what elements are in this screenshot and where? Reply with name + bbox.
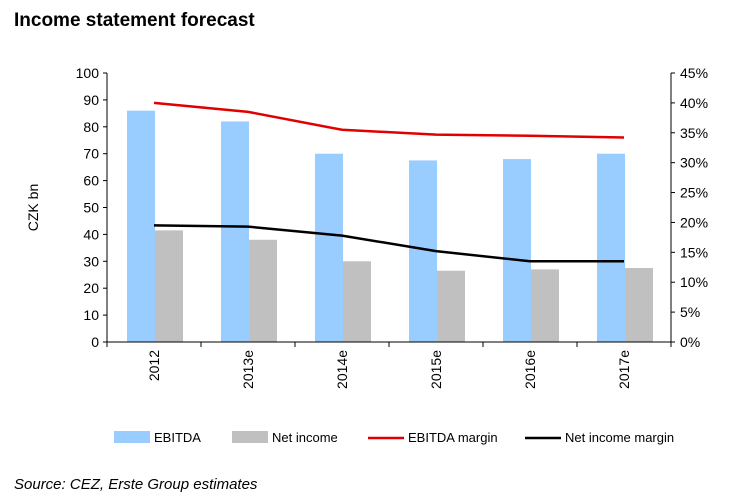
bar-net-income-2017e xyxy=(625,268,653,342)
bar-net-income-2015e xyxy=(437,270,465,342)
x-tick-label: 2012 xyxy=(146,350,162,381)
legend-label-net-income: Net income xyxy=(272,430,338,445)
y-tick-label: 10 xyxy=(83,307,99,323)
y2-tick-label: 40% xyxy=(680,95,708,111)
x-tick-label: 2013e xyxy=(240,350,256,389)
x-tick-label: 2016e xyxy=(522,350,538,389)
y2-tick-label: 15% xyxy=(680,244,708,260)
x-tick-label: 2015e xyxy=(428,350,444,389)
bar-ebitda-2016e xyxy=(503,159,531,342)
x-tick-label: 2014e xyxy=(334,350,350,389)
bar-ebitda-2013e xyxy=(221,121,249,342)
source-note: Source: CEZ, Erste Group estimates xyxy=(14,476,258,493)
y-tick-label: 30 xyxy=(83,253,99,269)
legend-swatch-ebitda xyxy=(114,431,150,443)
bar-net-income-2014e xyxy=(343,261,371,342)
y-tick-label: 20 xyxy=(83,280,99,296)
bar-ebitda-2014e xyxy=(315,153,343,342)
bar-net-income-2013e xyxy=(249,239,277,342)
y2-tick-label: 0% xyxy=(680,334,700,350)
y-tick-label: 0 xyxy=(91,334,99,350)
y2-tick-label: 35% xyxy=(680,125,708,141)
y2-tick-label: 5% xyxy=(680,304,700,320)
bar-ebitda-2012 xyxy=(127,110,155,342)
line-net-income-margin xyxy=(153,224,624,263)
bars-layer xyxy=(127,110,653,342)
y-axis-title: CZK bn xyxy=(25,184,41,231)
y2-tick-label: 30% xyxy=(680,155,708,171)
y-tick-label: 90 xyxy=(83,92,99,108)
legend-label-ebitda: EBITDA xyxy=(154,430,201,445)
x-tick-label: 2017e xyxy=(616,350,632,389)
y-tick-label: 70 xyxy=(83,146,99,162)
y-tick-label: 80 xyxy=(83,119,99,135)
y-tick-label: 40 xyxy=(83,226,99,242)
y2-tick-label: 25% xyxy=(680,185,708,201)
y-tick-label: 100 xyxy=(76,65,100,81)
y2-tick-label: 10% xyxy=(680,274,708,290)
legend-label-net-income-margin: Net income margin xyxy=(565,430,674,445)
axes-layer: 0 10 20 30 40 50 60 70 80 90 100 0% 5% 10% 15% 20% 25% 30… xyxy=(25,65,708,389)
bar-net-income-2016e xyxy=(531,269,559,342)
legend: EBITDA Net income EBITDA margin Net income … xyxy=(114,430,674,445)
chart-title: Income statement forecast xyxy=(14,10,255,31)
y2-tick-label: 20% xyxy=(680,214,708,230)
y-tick-label: 50 xyxy=(83,200,99,216)
bar-ebitda-2017e xyxy=(597,153,625,342)
y2-tick-label: 45% xyxy=(680,65,708,81)
legend-label-ebitda-margin: EBITDA margin xyxy=(408,430,498,445)
bar-net-income-2012 xyxy=(155,230,183,342)
y-tick-label: 60 xyxy=(83,173,99,189)
lines-layer xyxy=(153,101,625,263)
line-ebitda-margin xyxy=(153,101,625,139)
legend-swatch-net-income xyxy=(232,431,268,443)
